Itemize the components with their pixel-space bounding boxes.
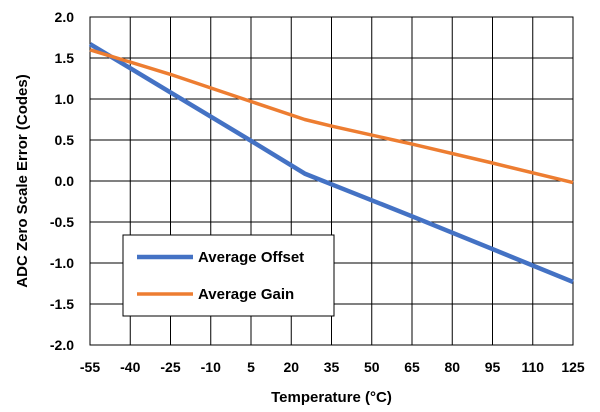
x-tick-label: 125 — [561, 359, 585, 375]
x-axis-title: Temperature (°C) — [271, 389, 392, 406]
x-tick-label: 35 — [324, 359, 340, 375]
y-axis-title: ADC Zero Scale Error (Codes) — [14, 74, 31, 287]
y-tick-label: 0.0 — [55, 173, 75, 189]
x-tick-label: 110 — [521, 359, 544, 375]
y-tick-label: 1.0 — [55, 91, 75, 107]
x-tick-label: -25 — [160, 359, 180, 375]
x-tick-labels: -55 -40 -25 -10 5 20 35 50 65 80 95 110 125 — [80, 359, 585, 375]
y-tick-label: -0.5 — [50, 214, 74, 230]
x-tick-label: 20 — [283, 359, 299, 375]
series-line-average-offset — [88, 42, 574, 284]
y-tick-label: 2.0 — [55, 9, 75, 25]
y-tick-label: -1.5 — [50, 296, 74, 312]
legend-label: Average Offset — [198, 249, 304, 266]
x-tick-label: -55 — [80, 359, 100, 375]
legend: Average Offset Average Gain — [122, 234, 335, 317]
x-tick-label: 65 — [404, 359, 420, 375]
legend-label: Average Gain — [198, 286, 294, 303]
y-tick-label: -1.0 — [50, 255, 74, 271]
x-tick-label: 80 — [444, 359, 460, 375]
series-layer — [88, 42, 574, 284]
x-tick-label: 5 — [247, 359, 255, 375]
x-tick-label: 95 — [485, 359, 501, 375]
y-tick-label: 1.5 — [55, 50, 75, 66]
series-line-average-gain — [89, 48, 574, 185]
y-tick-label: -2.0 — [50, 337, 74, 353]
x-tick-label: -10 — [201, 359, 221, 375]
x-tick-label: 50 — [364, 359, 380, 375]
y-tick-label: 0.5 — [55, 132, 75, 148]
y-tick-labels: 2.0 1.5 1.0 0.5 0.0 -0.5 -1.0 -1.5 -2.0 — [50, 9, 74, 353]
x-tick-label: -40 — [120, 359, 140, 375]
legend-box — [122, 234, 335, 317]
